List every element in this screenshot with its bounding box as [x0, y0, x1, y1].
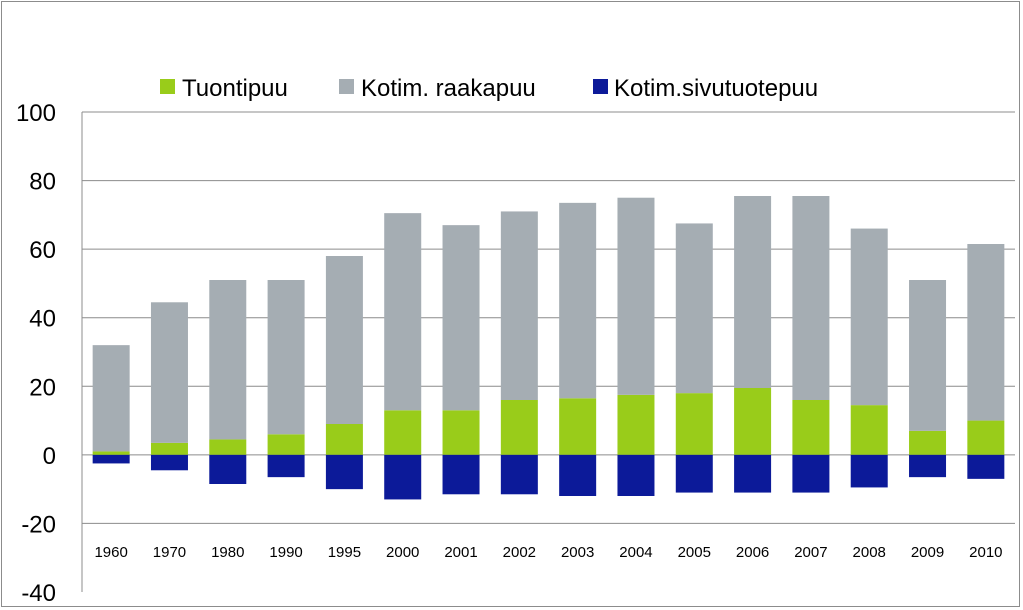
- x-tick-label: 2003: [561, 544, 594, 561]
- bar-kotim-sivutuotepuu-2004: [617, 454, 655, 496]
- legend: Tuontipuu Kotim. raakapuu Kotim.sivutuot…: [160, 75, 818, 102]
- bar-kotim-sivutuotepuu-2010: [967, 454, 1005, 479]
- y-tick-label: 60: [29, 237, 56, 264]
- bar-kotim-sivutuotepuu-1980: [209, 454, 247, 484]
- bar-tuontipuu-1970: [150, 442, 188, 455]
- bar-tuontipuu-1980: [209, 439, 247, 455]
- bar-kotim-sivutuotepuu-2001: [442, 454, 480, 495]
- bar-kotim-raakapuu-1960: [92, 345, 130, 452]
- bar-tuontipuu-2006: [734, 388, 772, 455]
- legend-label-kotim-raakapuu: Kotim. raakapuu: [361, 75, 536, 102]
- bars: [92, 196, 1005, 500]
- x-tick-label: 2000: [386, 544, 419, 561]
- legend-swatch-tuontipuu: [160, 79, 175, 94]
- y-tick-label: -20: [21, 511, 56, 538]
- bar-kotim-raakapuu-2007: [792, 196, 830, 400]
- y-tick-label: 100: [16, 100, 56, 127]
- legend-swatch-kotim-raakapuu: [339, 79, 354, 94]
- bar-kotim-raakapuu-2009: [909, 280, 947, 431]
- x-tick-label: 2002: [503, 544, 536, 561]
- x-tick-label: 1970: [153, 544, 186, 561]
- bar-kotim-raakapuu-2008: [850, 228, 888, 406]
- bar-kotim-sivutuotepuu-2007: [792, 454, 830, 493]
- bar-kotim-sivutuotepuu-1960: [92, 454, 130, 464]
- x-tick-label: 1980: [211, 544, 244, 561]
- x-tick-label: 2004: [619, 544, 652, 561]
- bar-kotim-sivutuotepuu-2003: [559, 454, 597, 496]
- bar-kotim-raakapuu-2001: [442, 225, 480, 411]
- bar-tuontipuu-2005: [675, 393, 713, 455]
- y-tick-label: 0: [43, 443, 56, 470]
- x-tick-label: 2008: [853, 544, 886, 561]
- bar-kotim-raakapuu-2005: [675, 223, 713, 394]
- y-tick-label: 80: [29, 169, 56, 196]
- x-tick-label: 1995: [328, 544, 361, 561]
- y-tick-label: -40: [21, 580, 56, 607]
- bar-kotim-sivutuotepuu-1995: [325, 454, 363, 490]
- bar-kotim-raakapuu-1970: [150, 302, 188, 443]
- bar-tuontipuu-2000: [384, 410, 422, 455]
- x-tick-label: 2007: [794, 544, 827, 561]
- bar-kotim-sivutuotepuu-1990: [267, 454, 305, 478]
- bar-tuontipuu-2001: [442, 410, 480, 455]
- bar-kotim-raakapuu-2002: [500, 211, 538, 400]
- bar-tuontipuu-1960: [92, 451, 130, 455]
- bar-kotim-sivutuotepuu-2008: [850, 454, 888, 488]
- bar-kotim-raakapuu-2003: [559, 202, 597, 399]
- bar-kotim-raakapuu-1995: [325, 256, 363, 424]
- legend-swatch-kotim-sivutuotepuu: [593, 79, 608, 94]
- bar-tuontipuu-2009: [909, 430, 947, 455]
- legend-label-kotim-sivutuotepuu: Kotim.sivutuotepuu: [614, 75, 818, 102]
- bar-kotim-sivutuotepuu-2006: [734, 454, 772, 493]
- bar-kotim-raakapuu-2010: [967, 244, 1005, 421]
- bar-tuontipuu-2008: [850, 405, 888, 455]
- bar-tuontipuu-1995: [325, 424, 363, 455]
- bar-tuontipuu-2007: [792, 400, 830, 455]
- x-tick-label: 1990: [269, 544, 302, 561]
- bar-kotim-sivutuotepuu-2000: [384, 454, 422, 500]
- bar-kotim-raakapuu-2006: [734, 196, 772, 388]
- bar-tuontipuu-2004: [617, 394, 655, 455]
- legend-label-tuontipuu: Tuontipuu: [182, 75, 288, 102]
- x-tick-label: 2010: [969, 544, 1002, 561]
- x-tick-label: 2005: [678, 544, 711, 561]
- y-tick-labels: 100 80 60 40 20 0 -20 -40: [16, 100, 56, 607]
- bar-kotim-sivutuotepuu-2005: [675, 454, 713, 493]
- bar-kotim-sivutuotepuu-2002: [500, 454, 538, 495]
- bar-kotim-sivutuotepuu-1970: [150, 454, 188, 471]
- bar-tuontipuu-2002: [500, 400, 538, 455]
- bar-kotim-raakapuu-2004: [617, 197, 655, 395]
- y-tick-label: 40: [29, 306, 56, 333]
- bar-kotim-raakapuu-1990: [267, 280, 305, 435]
- x-tick-label: 2009: [911, 544, 944, 561]
- x-tick-labels: 1960 1970 1980 1990 1995 2000 2001 2002 2003 2004…: [94, 544, 1002, 561]
- bar-tuontipuu-2003: [559, 398, 597, 455]
- x-tick-label: 2001: [444, 544, 477, 561]
- bar-kotim-raakapuu-1980: [209, 280, 247, 440]
- bar-tuontipuu-1990: [267, 434, 305, 455]
- x-tick-label: 1960: [94, 544, 127, 561]
- bar-kotim-sivutuotepuu-2009: [909, 454, 947, 478]
- y-tick-label: 20: [29, 374, 56, 401]
- bar-tuontipuu-2010: [967, 420, 1005, 455]
- x-tick-label: 2006: [736, 544, 769, 561]
- bar-kotim-raakapuu-2000: [384, 213, 422, 411]
